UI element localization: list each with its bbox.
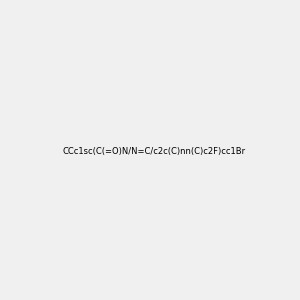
- Text: CCc1sc(C(=O)N/N=C/c2c(C)nn(C)c2F)cc1Br: CCc1sc(C(=O)N/N=C/c2c(C)nn(C)c2F)cc1Br: [62, 147, 245, 156]
